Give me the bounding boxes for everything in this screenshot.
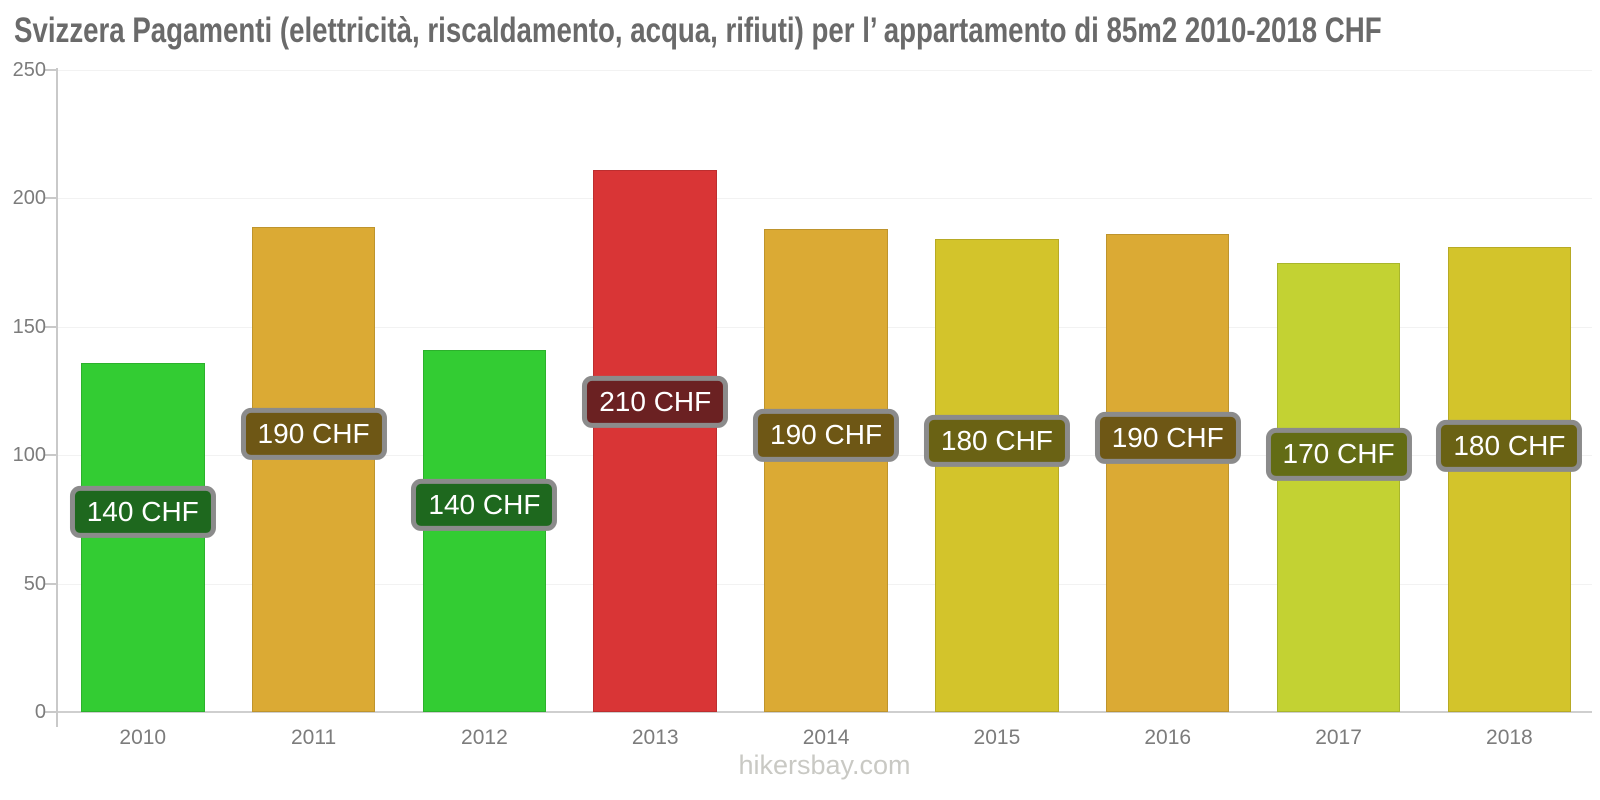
bar-2015[interactable] bbox=[935, 239, 1059, 712]
x-tick-label-2012: 2012 bbox=[461, 726, 508, 749]
x-tick-label-2018: 2018 bbox=[1486, 726, 1533, 749]
y-tick-250 bbox=[45, 69, 57, 71]
y-tick-label-250: 250 bbox=[12, 59, 46, 81]
gridline-250 bbox=[57, 70, 1592, 71]
x-tick-label-2010: 2010 bbox=[119, 726, 167, 749]
bar-value-label-2014: 190 CHF bbox=[753, 409, 900, 462]
y-tick-label-50: 50 bbox=[23, 572, 46, 595]
bar-value-label-2011: 190 CHF bbox=[240, 407, 387, 460]
x-tick-label-2017: 2017 bbox=[1315, 726, 1362, 749]
x-axis-line bbox=[57, 711, 1592, 713]
bar-2011[interactable] bbox=[251, 226, 376, 712]
bar-2014[interactable] bbox=[764, 229, 888, 712]
x-tick-label-2013: 2013 bbox=[631, 726, 679, 749]
y-tick-50 bbox=[45, 582, 57, 585]
x-tick-label-2015: 2015 bbox=[973, 726, 1021, 749]
bar-2018[interactable] bbox=[1447, 247, 1572, 712]
y-tick-100 bbox=[45, 454, 57, 457]
bar-value-label-2010: 140 CHF bbox=[69, 485, 216, 538]
y-tick-label-200: 200 bbox=[12, 187, 46, 210]
x-tick-label-2016: 2016 bbox=[1144, 726, 1192, 749]
bar-value-label-2017: 170 CHF bbox=[1265, 428, 1412, 481]
bar-2013[interactable] bbox=[593, 170, 717, 712]
bar-2016[interactable] bbox=[1105, 234, 1230, 712]
y-tick-label-0: 0 bbox=[34, 701, 46, 723]
y-tick-label-100: 100 bbox=[12, 444, 46, 467]
bar-value-label-2012: 140 CHF bbox=[411, 478, 558, 531]
gridline-200 bbox=[57, 198, 1592, 200]
watermark: hikersbay.com bbox=[738, 750, 911, 780]
bar-value-label-2013: 210 CHF bbox=[582, 375, 729, 428]
x-tick-label-2011: 2011 bbox=[290, 726, 337, 749]
y-tick-150 bbox=[45, 325, 57, 328]
x-tick-label-2014: 2014 bbox=[802, 726, 850, 749]
bar-value-label-2016: 190 CHF bbox=[1094, 412, 1241, 465]
bar-value-label-2015: 180 CHF bbox=[923, 415, 1070, 468]
y-tick-label-150: 150 bbox=[12, 315, 46, 338]
bar-2017[interactable] bbox=[1276, 262, 1401, 712]
bar-2012[interactable] bbox=[422, 349, 547, 712]
y-axis-line bbox=[56, 68, 58, 727]
y-tick-200 bbox=[45, 197, 57, 200]
y-tick-0 bbox=[45, 711, 57, 713]
chart-title: Svizzera Pagamenti (elettricità, riscald… bbox=[14, 11, 1382, 50]
bar-value-label-2018: 180 CHF bbox=[1436, 419, 1583, 472]
